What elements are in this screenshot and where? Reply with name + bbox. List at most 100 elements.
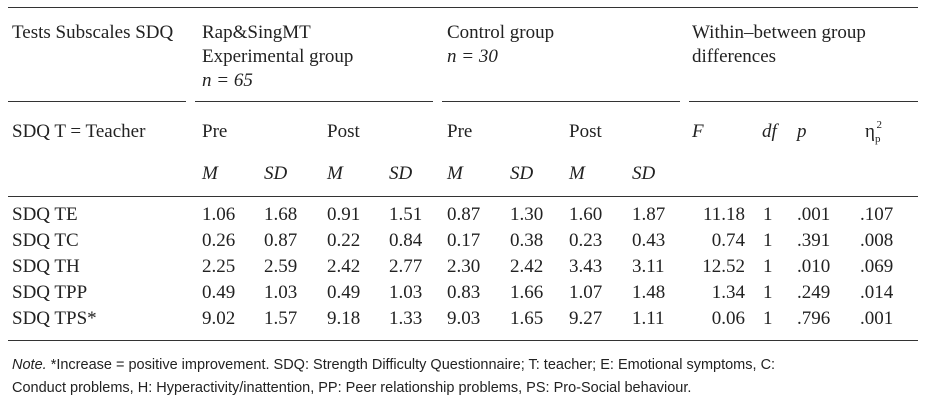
note-line1: *Increase = positive improvement. SDQ: S… xyxy=(46,357,776,373)
cell: 0.38 xyxy=(510,230,544,251)
cell-p: .796 xyxy=(797,308,831,329)
cell: 0.91 xyxy=(327,204,361,225)
ctrl-post-label: Post xyxy=(569,121,602,142)
cell: 1.03 xyxy=(264,282,298,303)
eta-label: ηp2 xyxy=(865,119,882,150)
cell: 1.30 xyxy=(510,204,544,225)
cell: 3.11 xyxy=(632,256,665,277)
ctrl-pre-M: M xyxy=(447,163,463,184)
header-exp-line2: Experimental group xyxy=(202,46,354,67)
p-label: p xyxy=(797,121,807,142)
cell-eta: .069 xyxy=(860,256,894,277)
cell: 0.49 xyxy=(202,282,236,303)
cell: 1.51 xyxy=(389,204,423,225)
cell-df: 1 xyxy=(763,282,773,303)
cell-df: 1 xyxy=(763,256,773,277)
cell: 1.11 xyxy=(632,308,665,329)
header-diff-line1: Within–between group xyxy=(692,22,866,43)
exp-post-M: M xyxy=(327,163,343,184)
cell-eta: .014 xyxy=(860,282,894,303)
header-exp-line1: Rap&SingMT xyxy=(202,22,311,43)
header-ctrl-line1: Control group xyxy=(447,22,555,43)
cell: 1.48 xyxy=(632,282,666,303)
cell: 0.87 xyxy=(447,204,481,225)
cell-F: 12.52 xyxy=(702,256,745,277)
cell-p: .249 xyxy=(797,282,831,303)
cell-p: .001 xyxy=(797,204,831,225)
cell: 1.68 xyxy=(264,204,298,225)
cell: 0.84 xyxy=(389,230,423,251)
cell: 1.87 xyxy=(632,204,666,225)
cell: 0.23 xyxy=(569,230,603,251)
ctrl-post-M: M xyxy=(569,163,585,184)
cell: 1.60 xyxy=(569,204,603,225)
cell-F: 11.18 xyxy=(702,204,745,225)
cell-F: 0.74 xyxy=(711,230,745,251)
cell: 0.26 xyxy=(202,230,236,251)
row-label: SDQ TPP xyxy=(12,282,88,303)
cell: 2.42 xyxy=(327,256,361,277)
F-label: F xyxy=(692,121,704,142)
cell-df: 1 xyxy=(763,204,773,225)
cell: 0.87 xyxy=(264,230,298,251)
cell: 9.27 xyxy=(569,308,603,329)
cell: 2.30 xyxy=(447,256,481,277)
rule-col0 xyxy=(8,101,186,102)
row-label: SDQ TH xyxy=(12,256,80,277)
cell: 0.22 xyxy=(327,230,361,251)
exp-post-SD: SD xyxy=(389,163,413,184)
cell: 2.77 xyxy=(389,256,423,277)
eta-sup: 2 xyxy=(876,119,882,131)
subheader-rule xyxy=(8,196,918,197)
rule-diff xyxy=(689,101,918,102)
cell: 1.33 xyxy=(389,308,423,329)
rule-exp xyxy=(195,101,433,102)
cell: 0.43 xyxy=(632,230,666,251)
header-tests-subscales: Tests Subscales SDQ xyxy=(12,22,174,43)
header-ctrl-n: n = 30 xyxy=(447,46,498,67)
note-line2: Conduct problems, H: Hyperactivity/inatt… xyxy=(12,380,692,396)
cell: 0.17 xyxy=(447,230,481,251)
cell: 1.03 xyxy=(389,282,423,303)
cell: 0.49 xyxy=(327,282,361,303)
cell-F: 1.34 xyxy=(711,282,745,303)
cell-eta: .001 xyxy=(860,308,894,329)
table-note: Note. *Increase = positive improvement. … xyxy=(12,354,917,400)
cell: 1.07 xyxy=(569,282,603,303)
cell-p: .391 xyxy=(797,230,831,251)
note-lead: Note. xyxy=(12,357,47,373)
ctrl-pre-SD: SD xyxy=(510,163,534,184)
df-label: df xyxy=(762,121,777,142)
cell: 2.25 xyxy=(202,256,236,277)
row-label: SDQ TPS* xyxy=(12,308,97,329)
row-label: SDQ TC xyxy=(12,230,79,251)
eta-symbol: η xyxy=(865,121,875,142)
cell-df: 1 xyxy=(763,308,773,329)
exp-post-label: Post xyxy=(327,121,360,142)
cell-eta: .008 xyxy=(860,230,894,251)
cell-p: .010 xyxy=(797,256,831,277)
ctrl-pre-label: Pre xyxy=(447,121,473,142)
exp-pre-label: Pre xyxy=(202,121,228,142)
cell: 0.83 xyxy=(447,282,481,303)
exp-pre-M: M xyxy=(202,163,218,184)
header-exp-n: n = 65 xyxy=(202,70,253,91)
header-diff-line2: differences xyxy=(692,46,777,67)
row-label-teacher: SDQ T = Teacher xyxy=(12,121,146,142)
cell-F: 0.06 xyxy=(711,308,745,329)
cell-eta: .107 xyxy=(860,204,894,225)
exp-pre-SD: SD xyxy=(264,163,288,184)
cell: 1.66 xyxy=(510,282,544,303)
cell: 3.43 xyxy=(569,256,603,277)
ctrl-post-SD: SD xyxy=(632,163,656,184)
cell: 9.18 xyxy=(327,308,361,329)
cell: 2.59 xyxy=(264,256,298,277)
cell: 1.57 xyxy=(264,308,298,329)
top-rule xyxy=(8,7,918,8)
cell: 9.03 xyxy=(447,308,481,329)
cell: 9.02 xyxy=(202,308,236,329)
cell: 1.65 xyxy=(510,308,544,329)
bottom-rule xyxy=(8,340,918,341)
rule-ctrl xyxy=(442,101,680,102)
cell-df: 1 xyxy=(763,230,773,251)
